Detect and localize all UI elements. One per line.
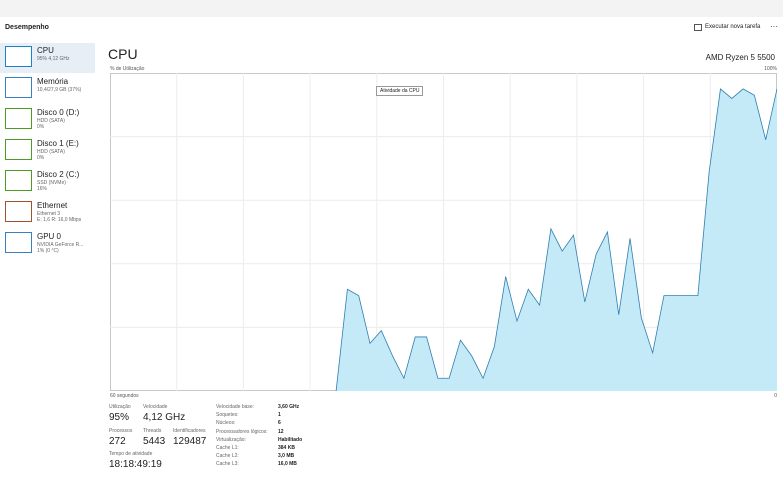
spec-value: Habilitado xyxy=(278,436,303,443)
item-name: Disco 1 (E:) xyxy=(37,139,79,148)
spec-value: 12 xyxy=(278,428,284,435)
y-max-label: 100% xyxy=(764,66,777,72)
more-button[interactable]: ··· xyxy=(770,22,778,31)
item-detail: 95% 4,12 GHz xyxy=(37,56,70,62)
stat-value: 272 xyxy=(109,436,126,447)
thumbnail xyxy=(5,46,32,67)
spec-label: Velocidade base: xyxy=(216,404,255,410)
spec-value: 16,0 MB xyxy=(278,461,297,468)
stat-value: 95% xyxy=(109,412,130,423)
stat-label: Velocidade xyxy=(143,404,168,410)
spec-value: 3,0 MB xyxy=(278,453,295,460)
stat-value: 18:18:49:19 xyxy=(109,459,162,470)
spec-label: Soquetes: xyxy=(216,412,239,419)
item-detail: 1% (0 °C) xyxy=(37,248,59,254)
cpu-graph xyxy=(110,73,777,391)
cpu-line xyxy=(335,88,777,391)
item-detail: E: 1,6 R: 16,0 Mbps xyxy=(37,217,82,223)
main-title: CPU xyxy=(108,46,138,62)
header-title: Desempenho xyxy=(5,24,49,31)
spec-label: Cache L3: xyxy=(216,461,239,468)
item-detail: Ethernet 3 xyxy=(37,211,61,217)
stat-label: Threads xyxy=(143,428,162,434)
run-task-button[interactable]: Executar nova tarefa xyxy=(705,24,761,30)
spec-label: Cache L1: xyxy=(216,445,239,451)
item-name: Disco 0 (D:) xyxy=(37,108,80,117)
title-bar xyxy=(0,0,783,17)
item-detail: 16% xyxy=(37,186,48,192)
stat-label: Processos xyxy=(109,428,133,434)
stat-label: Utilização xyxy=(109,404,131,410)
y-label: % de Utilização xyxy=(110,66,145,72)
item-detail: 0% xyxy=(37,124,45,130)
item-name: Ethernet xyxy=(37,201,68,210)
item-detail: NVIDIA GeForce R... xyxy=(37,242,84,248)
thumbnail xyxy=(5,170,32,191)
item-detail: HDD (SATA) xyxy=(37,149,65,155)
item-name: Memória xyxy=(37,77,69,86)
item-detail: 10,4/27,9 GB (37%) xyxy=(37,87,82,93)
thumbnail xyxy=(5,139,32,160)
stat-value: 5443 xyxy=(143,436,166,447)
run-task-icon[interactable] xyxy=(694,24,702,31)
x-start-label: 60 segundos xyxy=(110,393,139,399)
thumbnail xyxy=(5,232,32,253)
thumbnail xyxy=(5,201,32,222)
spec-label: Virtualização: xyxy=(216,436,246,443)
x-end-label: 0 xyxy=(774,393,777,399)
spec-label: Cache L2: xyxy=(216,453,239,460)
spec-label: Núcleos: xyxy=(216,420,236,427)
item-name: GPU 0 xyxy=(37,232,62,241)
stat-label: Tempo de atividade xyxy=(109,451,153,457)
processor-name: AMD Ryzen 5 5500 xyxy=(705,53,775,62)
stat-value: 129487 xyxy=(173,436,207,447)
spec-label: Processadores lógicos: xyxy=(216,428,268,435)
spec-value: 384 KB xyxy=(278,445,295,451)
spec-value: 6 xyxy=(278,420,281,427)
thumbnail xyxy=(5,108,32,129)
stat-label: Identificadores xyxy=(173,428,206,434)
item-detail: 0% xyxy=(37,155,45,161)
spec-value: 1 xyxy=(278,412,281,419)
item-name: Disco 2 (C:) xyxy=(37,170,80,179)
stat-value: 4,12 GHz xyxy=(143,412,186,423)
thumbnail xyxy=(5,77,32,98)
tooltip: Atividade da CPU xyxy=(376,86,424,96)
item-detail: SSD (NVMe) xyxy=(37,180,66,186)
item-detail: HDD (SATA) xyxy=(37,118,65,124)
spec-value: 3,60 GHz xyxy=(278,404,300,410)
item-name: CPU xyxy=(37,46,54,55)
